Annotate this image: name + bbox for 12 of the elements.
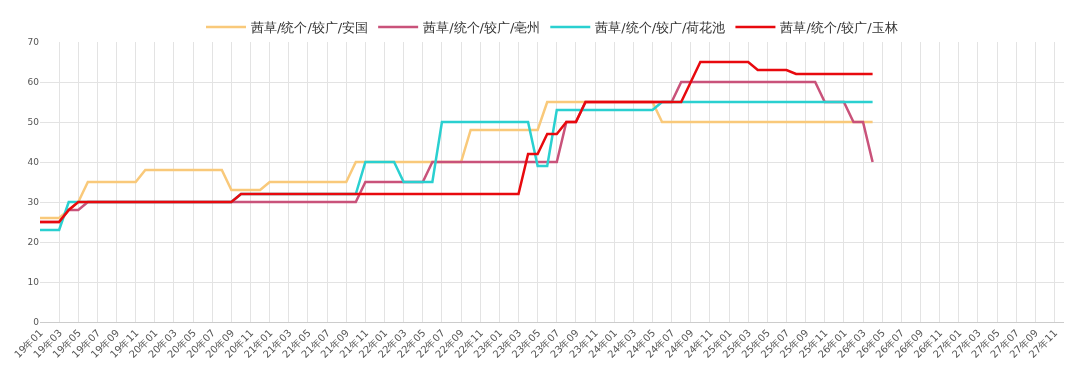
legend-label: 茜草/统个/较广/玉林 — [780, 20, 898, 36]
y-tick-label: 60 — [27, 77, 40, 88]
y-tick-label: 30 — [27, 197, 40, 208]
y-tick-label: 40 — [27, 157, 40, 168]
y-tick-label: 70 — [27, 37, 40, 48]
y-tick-label: 0 — [33, 317, 40, 328]
y-tick-label: 10 — [27, 277, 40, 288]
y-tick-label: 50 — [27, 117, 40, 128]
legend-label: 茜草/统个/较广/荷花池 — [595, 20, 726, 36]
legend-label: 茜草/统个/较广/安国 — [251, 20, 369, 36]
legend-label: 茜草/统个/较广/亳州 — [423, 20, 541, 36]
y-tick-label: 20 — [27, 237, 40, 248]
